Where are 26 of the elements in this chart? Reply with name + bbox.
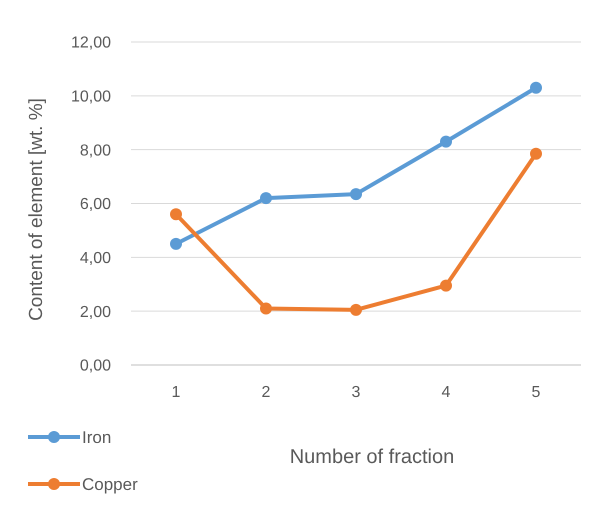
legend-label: Iron [82,428,112,447]
x-tick-label: 1 [172,384,181,401]
point [440,136,452,148]
point [260,302,272,314]
y-tick-label: 6,00 [80,196,112,214]
point [350,304,362,316]
y-axis-title: Content of element [wt. %] [26,98,47,321]
point [530,148,542,160]
y-tick-label: 8,00 [80,142,112,160]
x-tick-label: 4 [442,384,451,401]
point [170,238,182,250]
x-tick-label: 5 [532,384,541,401]
y-tick-label: 10,00 [70,88,112,106]
point [170,208,182,220]
x-tick-label: 3 [352,384,361,401]
point [260,192,272,204]
x-axis-title: Number of fraction [290,446,454,468]
y-tick-label: 12,00 [70,34,112,52]
x-tick-label: 2 [262,384,271,401]
point [530,82,542,94]
y-tick-label: 4,00 [80,250,112,267]
point [440,280,452,292]
y-tick-label: 2,00 [80,304,112,321]
y-tick-label: 0,00 [80,358,112,375]
point [350,188,362,200]
legend-label: Copper [82,474,138,494]
